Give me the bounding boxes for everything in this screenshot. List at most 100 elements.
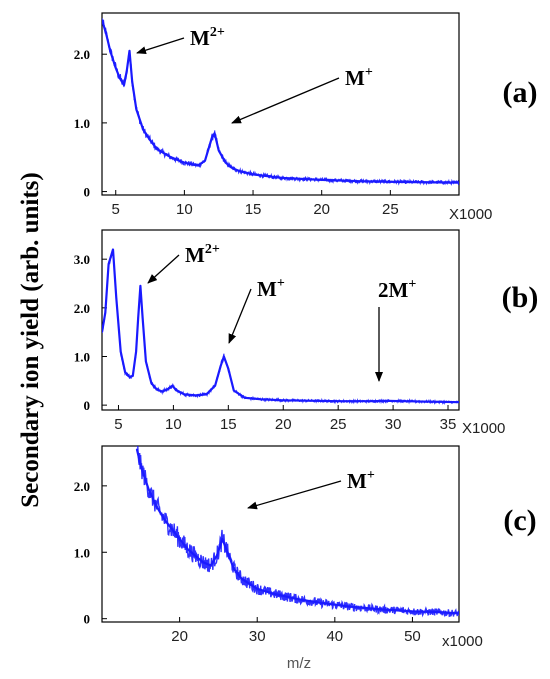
annotation-label: M+ <box>257 276 285 301</box>
data-point <box>197 164 199 167</box>
data-point <box>380 608 383 611</box>
data-point <box>221 538 224 540</box>
annotation-label: M+ <box>347 468 375 493</box>
series-line <box>135 449 459 615</box>
y-axis-label: Secondary ion yield (arb. units) <box>17 172 44 507</box>
data-point <box>104 311 107 314</box>
data-point <box>119 350 122 353</box>
data-point <box>202 561 204 563</box>
data-point <box>145 360 147 363</box>
data-point <box>136 448 138 451</box>
data-point <box>244 397 246 399</box>
x-tick-label: 10 <box>165 416 182 433</box>
data-point <box>260 398 263 401</box>
data-point <box>458 612 459 615</box>
peak-annotation: M2+ <box>147 242 220 284</box>
annotation-label: 2M+ <box>378 277 416 302</box>
data-point <box>183 161 186 164</box>
data-point <box>175 389 178 392</box>
x-axis-label: m/z <box>287 655 311 672</box>
series-line <box>102 248 459 404</box>
peak-annotation: M2+ <box>136 25 225 55</box>
data-point <box>233 568 235 570</box>
data-point <box>256 588 259 590</box>
y-tick-label: 2.0 <box>74 47 90 62</box>
data-point <box>458 181 459 184</box>
annotation-label: M2+ <box>190 25 225 50</box>
data-point <box>105 32 107 35</box>
data-point <box>156 148 158 150</box>
annotation-label: M2+ <box>185 242 220 267</box>
data-point <box>211 137 213 139</box>
data-point <box>149 139 151 141</box>
series-line <box>102 19 459 184</box>
data-point <box>107 263 110 265</box>
series-noise <box>136 446 459 618</box>
data-point <box>178 538 181 540</box>
data-point <box>119 77 121 79</box>
data-point <box>128 376 131 378</box>
data-point <box>171 384 174 387</box>
y-tick-label: 0 <box>84 398 91 413</box>
data-point <box>217 149 220 152</box>
data-series <box>102 18 459 186</box>
data-point <box>403 181 405 183</box>
data-point <box>458 401 459 403</box>
data-point <box>142 129 144 131</box>
annotation-arrow <box>228 288 252 344</box>
series-noise <box>102 248 459 406</box>
x-tick-label: 5 <box>112 201 120 218</box>
x-tick-label: 15 <box>220 416 237 433</box>
data-point <box>102 19 103 21</box>
annotation-arrow <box>231 77 340 124</box>
data-point <box>205 393 208 396</box>
x-tick-label: 30 <box>385 416 402 433</box>
series-noise <box>102 18 459 186</box>
data-point <box>227 367 230 370</box>
data-point <box>186 548 189 550</box>
data-point <box>411 610 414 613</box>
annotation-arrow <box>147 254 180 284</box>
data-series <box>135 446 459 618</box>
x-tick-label: 30 <box>249 628 266 645</box>
data-point <box>140 465 142 467</box>
panels: 5 10 15 20 25 0 1.0 2.0 X1000 (a) M2+ M+ 5 10 15 20 25 30… <box>74 12 538 650</box>
panel-label: (a) <box>503 76 538 109</box>
x-tick-label: 20 <box>171 628 188 645</box>
panel-b: 5 10 15 20 25 30 35 0 1.0 2.0 3.0 X1000 (b) M2+ M+ 2M+ <box>74 229 538 437</box>
x-tick-label: 25 <box>382 201 399 218</box>
peak-annotation: 2M+ <box>375 277 416 382</box>
data-point <box>183 393 186 396</box>
data-point <box>295 598 297 600</box>
panel-label: (c) <box>503 504 536 537</box>
panel-a: 5 10 15 20 25 0 1.0 2.0 X1000 (a) M2+ M+ <box>74 12 538 223</box>
x-tick-label: 25 <box>330 416 347 433</box>
data-point <box>194 554 196 557</box>
data-point <box>171 528 173 530</box>
data-point <box>434 611 437 613</box>
plot-frame <box>101 445 460 623</box>
data-point <box>150 382 153 385</box>
data-series <box>102 248 459 406</box>
data-point <box>124 371 126 373</box>
y-tick-label: 1.0 <box>74 349 90 364</box>
data-point <box>139 285 142 287</box>
data-point <box>141 316 144 319</box>
annotation-arrow <box>247 480 342 510</box>
data-point <box>386 400 389 402</box>
data-point <box>128 50 131 52</box>
data-point <box>252 173 254 176</box>
panel-c: 20 30 40 50 0 1.0 2.0 x1000 (c) M+ <box>74 445 537 650</box>
peak-annotation: M+ <box>247 468 375 510</box>
data-point <box>403 400 405 403</box>
x-tick-label: 15 <box>245 201 262 218</box>
data-point <box>349 605 352 608</box>
data-point <box>219 365 222 368</box>
data-point <box>223 355 225 358</box>
x-multiplier-label: X1000 <box>462 420 505 437</box>
data-point <box>131 80 133 83</box>
peak-annotation: M+ <box>228 276 285 344</box>
peak-annotation: M+ <box>231 65 373 124</box>
data-point <box>155 505 158 507</box>
